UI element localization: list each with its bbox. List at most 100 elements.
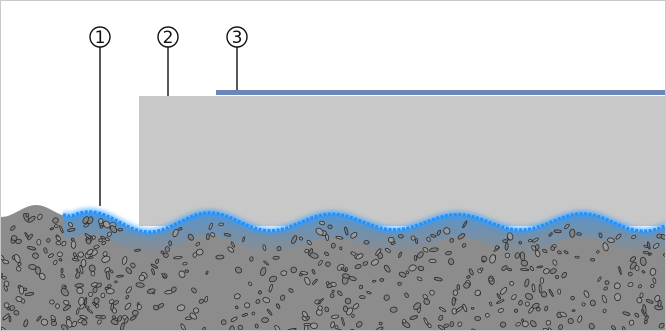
- aggregate-stone: [220, 319, 227, 326]
- aggregate-stone: [455, 306, 463, 313]
- primer-penetration-zone: [63, 211, 665, 255]
- aggregate-stone: [86, 238, 92, 245]
- aggregate-stone: [601, 294, 607, 304]
- aggregate-stone: [413, 255, 418, 261]
- aggregate-stone: [24, 292, 35, 297]
- aggregate-stone: [151, 268, 155, 276]
- aggregate-stone: [261, 317, 269, 323]
- primer-layer: [62, 210, 665, 234]
- aggregate-stone: [116, 274, 124, 278]
- aggregate-stone: [501, 265, 508, 271]
- aggregate-stone: [329, 293, 335, 298]
- aggregate-stone: [298, 236, 303, 241]
- aggregate-stone: [481, 255, 488, 262]
- aggregate-stone: [206, 233, 210, 241]
- aggregate-stone: [172, 228, 179, 238]
- aggregate-stone: [663, 252, 665, 257]
- aggregate-stone: [342, 273, 350, 279]
- aggregate-stone: [95, 314, 102, 319]
- aggregate-stone: [639, 256, 647, 266]
- aggregate-stone: [61, 240, 67, 247]
- aggregate-stone: [309, 252, 319, 259]
- aggregate-stone: [124, 317, 129, 324]
- aggregate-stone: [164, 246, 170, 253]
- aggregate-stone: [524, 278, 530, 288]
- aggregate-stone: [631, 234, 637, 240]
- aggregate-stone: [76, 308, 80, 315]
- aggregate-stone: [331, 289, 335, 293]
- aggregate-stone: [339, 246, 343, 251]
- aggregate-stone: [317, 298, 324, 305]
- aggregate-stone: [163, 252, 169, 258]
- aggregate-stone: [204, 295, 209, 303]
- aggregate-stone: [263, 260, 269, 266]
- aggregate-stone: [529, 265, 534, 271]
- aggregate-stone: [234, 305, 239, 310]
- aggregate-stone: [355, 253, 364, 260]
- aggregate-stone: [614, 293, 622, 302]
- aggregate-stone: [266, 308, 273, 316]
- aggregate-stone: [310, 322, 318, 330]
- aggregate-stone: [330, 314, 340, 319]
- aggregate-stone: [417, 265, 425, 272]
- aggregate-stone: [84, 297, 88, 306]
- aggregate-stone: [409, 315, 419, 320]
- aggregate-stone: [547, 327, 553, 330]
- aggregate-stone: [178, 270, 186, 278]
- aggregate-stone: [398, 271, 407, 278]
- aggregate-stone: [513, 308, 518, 313]
- aggregate-stone: [63, 299, 70, 306]
- aggregate-stone: [597, 276, 602, 282]
- aggregate-stone: [56, 251, 63, 258]
- aggregate-stone: [98, 238, 103, 243]
- aggregate-stone: [315, 308, 323, 316]
- aggregate-stone: [301, 310, 308, 318]
- aggregate-stone: [93, 244, 100, 249]
- aggregate-stone: [489, 301, 493, 307]
- aggregate-stone: [124, 302, 132, 310]
- aggregate-stone: [155, 258, 160, 264]
- aggregate-stone: [182, 262, 188, 266]
- aggregate-stone: [251, 311, 256, 316]
- aggregate-stone: [438, 315, 444, 321]
- aggregate-stone: [358, 284, 364, 290]
- aggregate-stone: [180, 323, 186, 330]
- aggregate-stone: [590, 257, 595, 262]
- aggregate-stone: [509, 280, 515, 286]
- aggregate-stone: [658, 322, 665, 329]
- aggregate-stone: [1, 326, 7, 330]
- aggregate-stone: [98, 218, 104, 225]
- aggregate-stone: [324, 306, 330, 313]
- aggregate-stone: [49, 299, 55, 305]
- aggregate-stone: [83, 223, 90, 228]
- aggregate-stone: [317, 305, 323, 311]
- aggregate-stone: [550, 246, 556, 251]
- aggregate-stone: [120, 322, 125, 330]
- aggregate-stone: [397, 281, 402, 286]
- aggregate-stone: [502, 239, 509, 243]
- aggregate-stone: [125, 267, 132, 274]
- aggregate-stone: [50, 318, 56, 322]
- aggregate-stone: [378, 321, 383, 326]
- aggregate-stone: [90, 282, 98, 287]
- aggregate-stone: [218, 222, 224, 227]
- aggregate-stone: [70, 240, 77, 249]
- aggregate-stone: [210, 232, 216, 238]
- aggregate-stone: [449, 321, 455, 328]
- aggregate-stone: [55, 235, 62, 242]
- aggregate-stone: [160, 250, 165, 255]
- aggregate-stone: [607, 237, 615, 244]
- aggregate-stone: [581, 302, 586, 307]
- aggregate-stone: [385, 248, 391, 253]
- aggregate-stone: [628, 319, 635, 326]
- aggregate-stone: [80, 259, 87, 268]
- aggregate-stone: [50, 321, 58, 326]
- aggregate-stone: [654, 295, 661, 302]
- aggregate-stone: [105, 270, 111, 280]
- aggregate-stone: [622, 326, 626, 330]
- aggregate-stone: [344, 226, 349, 236]
- aggregate-stone: [291, 235, 298, 244]
- callout-2: 2: [157, 26, 179, 48]
- aggregate-stone: [25, 213, 30, 218]
- aggregate-stone: [72, 252, 77, 258]
